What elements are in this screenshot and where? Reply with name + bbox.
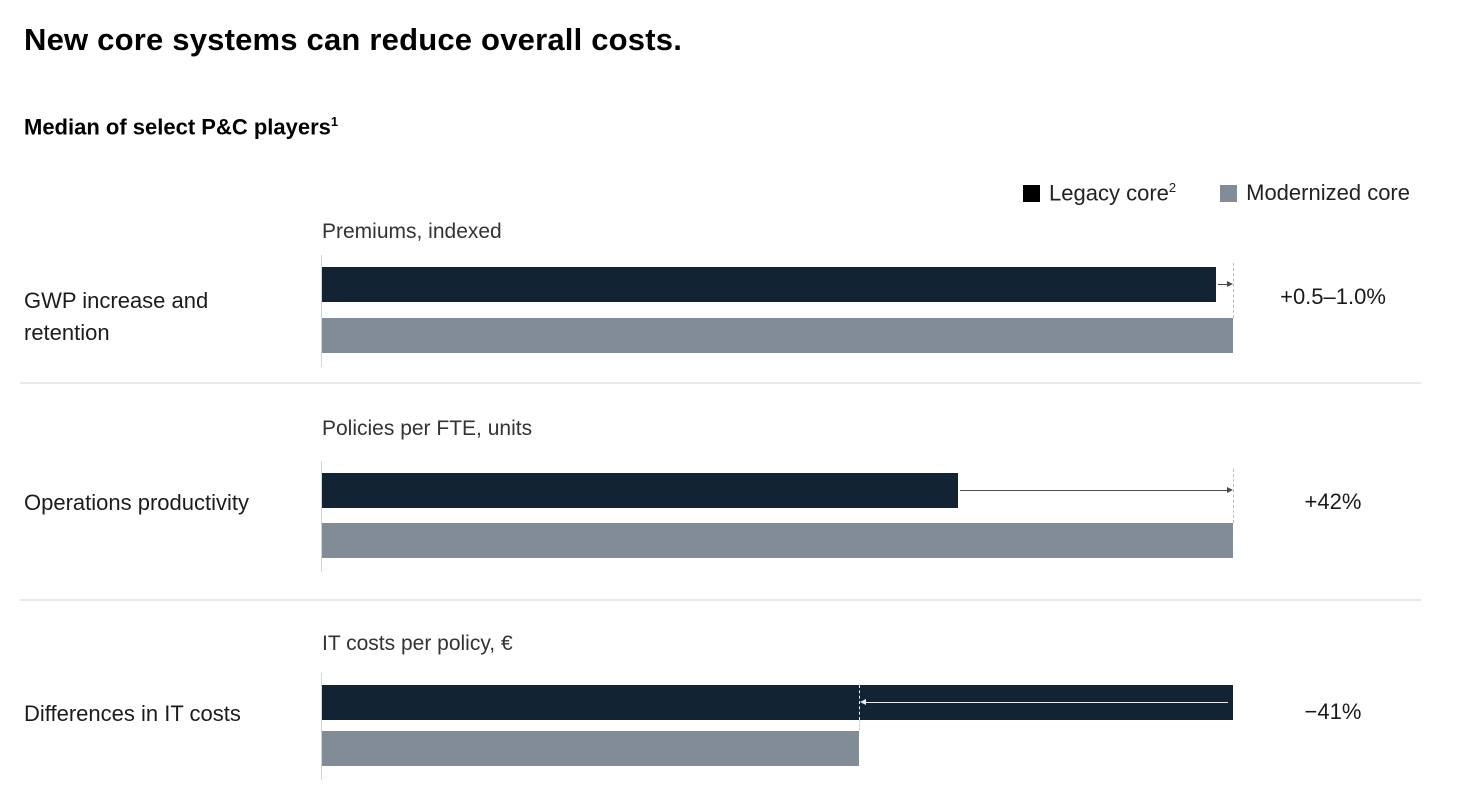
target-dashed-line <box>1233 263 1234 318</box>
page-title: New core systems can reduce overall cost… <box>24 22 683 57</box>
metric-label-it-costs: IT costs per policy, € <box>322 632 513 655</box>
section-divider <box>20 382 1421 384</box>
delta-value-gwp: +0.5–1.0% <box>1280 284 1386 309</box>
row-label-operations: Operations productivity <box>24 490 249 515</box>
legend-item-modernized: Modernized core <box>1220 180 1410 206</box>
target-dashed-line <box>1233 469 1234 523</box>
chart-subtitle: Median of select P&C players1 <box>24 114 338 140</box>
delta-value-operations: +42% <box>1304 489 1362 514</box>
chart-legend: Legacy core2 Modernized core <box>1023 180 1410 206</box>
subtitle-footnote-marker: 1 <box>330 114 339 129</box>
axis-line <box>321 673 322 780</box>
bar-modernized-core <box>322 731 860 766</box>
legend-label-legacy-text: Legacy core <box>1049 180 1169 206</box>
delta-arrow-icon <box>1217 281 1234 287</box>
modernized-swatch-icon <box>1220 184 1238 202</box>
delta-value-it-costs: −41% <box>1304 699 1362 724</box>
bar-modernized-core <box>322 523 1233 558</box>
row-label-gwp: GWP increase and retention <box>24 288 209 345</box>
bar-legacy-core <box>322 473 958 508</box>
axis-line <box>321 255 322 367</box>
metric-label-policies: Policies per FTE, units <box>322 417 533 440</box>
metric-label-premiums: Premiums, indexed <box>322 220 502 243</box>
subtitle-text: Median of select P&C players <box>24 114 331 140</box>
bar-modernized-core <box>322 318 1233 353</box>
delta-arrow-icon <box>959 487 1234 493</box>
legend-footnote-marker: 2 <box>1168 180 1177 195</box>
target-dashed-line <box>859 685 861 720</box>
row-label-it-costs: Differences in IT costs <box>24 701 241 726</box>
legend-item-legacy: Legacy core2 <box>1023 180 1176 206</box>
target-dashed-line-extension <box>859 720 861 731</box>
axis-line <box>321 461 322 572</box>
delta-arrow-icon <box>860 699 1228 705</box>
legend-label-modernized: Modernized core <box>1246 180 1410 206</box>
legacy-swatch-icon <box>1023 184 1041 202</box>
legend-label-legacy: Legacy core2 <box>1049 180 1176 206</box>
bar-legacy-core <box>322 267 1216 302</box>
section-divider <box>20 599 1421 601</box>
